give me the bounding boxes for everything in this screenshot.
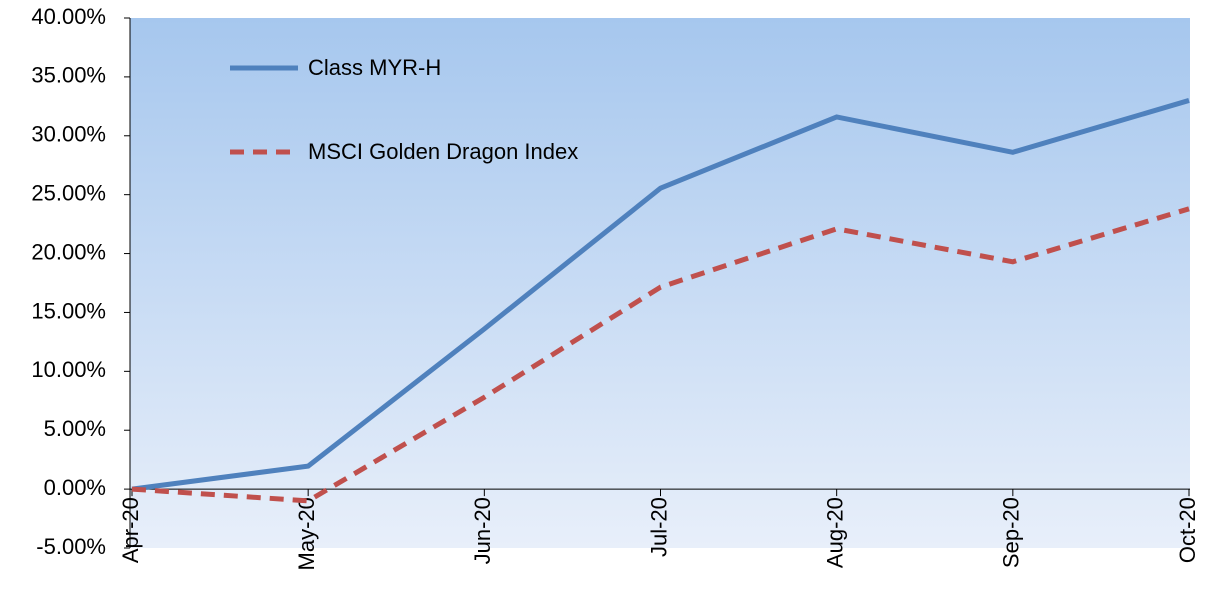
x-tick-label: Jul-20 <box>646 497 671 557</box>
y-tick-label: 30.00% <box>31 122 106 147</box>
x-tick-label: Oct-20 <box>1175 497 1200 563</box>
y-tick-label: 10.00% <box>31 357 106 382</box>
legend-label: MSCI Golden Dragon Index <box>308 139 579 164</box>
x-tick-label: Sep-20 <box>999 497 1024 568</box>
y-tick-label: 20.00% <box>31 239 106 264</box>
y-tick-label: 25.00% <box>31 180 106 205</box>
y-tick-label: 15.00% <box>31 298 106 323</box>
plot-area <box>130 18 1190 548</box>
y-tick-label: 35.00% <box>31 63 106 88</box>
x-tick-label: May-20 <box>294 497 319 570</box>
series-line <box>131 98 1190 492</box>
y-tick-label: 0.00% <box>44 475 106 500</box>
legend-label: Class MYR-H <box>308 55 442 80</box>
x-tick-label: Aug-20 <box>822 497 847 568</box>
y-tick-label: 5.00% <box>44 416 106 441</box>
x-tick-label: Apr-20 <box>118 497 143 563</box>
y-tick-label: 40.00% <box>31 4 106 29</box>
x-tick-label: Jun-20 <box>470 497 495 564</box>
series-line <box>131 206 1190 504</box>
y-tick-label: -5.00% <box>36 534 106 559</box>
